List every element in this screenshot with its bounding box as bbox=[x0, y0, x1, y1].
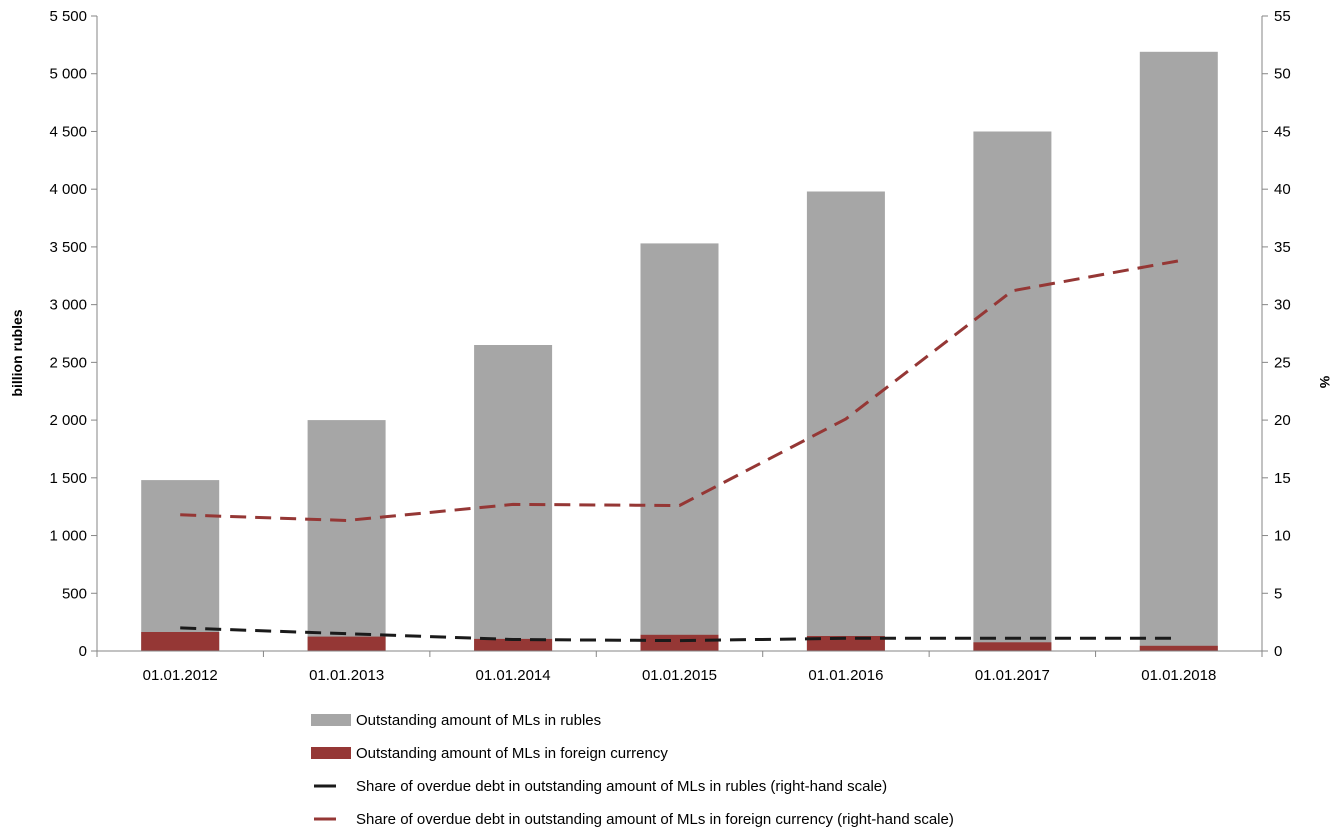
right-tick-label-5: 25 bbox=[1274, 354, 1291, 371]
left-axis-label: billion rubles bbox=[9, 309, 25, 396]
legend-label-1: Outstanding amount of MLs in foreign cur… bbox=[356, 745, 668, 762]
left-tick-label-0: 0 bbox=[79, 643, 87, 660]
left-tick-label-8: 4 000 bbox=[49, 181, 87, 198]
bar-s1-0 bbox=[141, 632, 220, 651]
legend-swatch-1 bbox=[311, 747, 351, 759]
bar-s0-3 bbox=[640, 243, 719, 651]
left-tick-label-11: 5 500 bbox=[49, 8, 87, 25]
bar-s1-3 bbox=[640, 634, 719, 651]
left-tick-label-10: 5 000 bbox=[49, 66, 87, 83]
bar-s1-1 bbox=[307, 636, 386, 651]
legend-swatch-0 bbox=[311, 714, 351, 726]
bar-s1-2 bbox=[474, 638, 553, 651]
right-tick-label-11: 55 bbox=[1274, 8, 1291, 25]
right-tick-label-0: 0 bbox=[1274, 643, 1282, 660]
left-tick-label-1: 500 bbox=[62, 585, 87, 602]
x-tick-label-4: 01.01.2016 bbox=[808, 667, 883, 684]
bar-s0-4 bbox=[806, 191, 885, 651]
right-tick-label-6: 30 bbox=[1274, 297, 1291, 314]
x-tick-label-2: 01.01.2014 bbox=[476, 667, 551, 684]
legend-label-2: Share of overdue debt in outstanding amo… bbox=[356, 778, 887, 795]
right-tick-label-8: 40 bbox=[1274, 181, 1291, 198]
bar-s1-5 bbox=[973, 642, 1052, 651]
x-tick-label-6: 01.01.2018 bbox=[1141, 667, 1216, 684]
left-tick-label-5: 2 500 bbox=[49, 354, 87, 371]
right-tick-label-9: 45 bbox=[1274, 123, 1291, 140]
x-tick-label-3: 01.01.2015 bbox=[642, 667, 717, 684]
bar-s0-5 bbox=[973, 131, 1052, 651]
right-tick-label-4: 20 bbox=[1274, 412, 1291, 429]
left-tick-label-2: 1 000 bbox=[49, 528, 87, 545]
right-tick-label-10: 50 bbox=[1274, 66, 1291, 83]
bar-s0-1 bbox=[307, 420, 386, 651]
left-tick-label-7: 3 500 bbox=[49, 239, 87, 256]
right-tick-label-2: 10 bbox=[1274, 528, 1291, 545]
line-s2 bbox=[180, 626, 1179, 643]
right-axis-label: % bbox=[1317, 376, 1333, 389]
line-s3 bbox=[180, 259, 1180, 522]
x-tick-label-5: 01.01.2017 bbox=[975, 667, 1050, 684]
bar-s0-6 bbox=[1139, 51, 1218, 652]
x-tick-label-0: 01.01.2012 bbox=[143, 667, 218, 684]
bar-s1-6 bbox=[1139, 645, 1218, 651]
right-tick-label-1: 5 bbox=[1274, 585, 1282, 602]
right-tick-label-7: 35 bbox=[1274, 239, 1291, 256]
left-tick-label-3: 1 500 bbox=[49, 470, 87, 487]
left-tick-label-4: 2 000 bbox=[49, 412, 87, 429]
legend-label-3: Share of overdue debt in outstanding amo… bbox=[356, 811, 954, 828]
left-tick-label-6: 3 000 bbox=[49, 297, 87, 314]
bar-s0-0 bbox=[141, 480, 220, 651]
left-tick-label-9: 4 500 bbox=[49, 123, 87, 140]
bar-s0-2 bbox=[474, 345, 553, 651]
legend-label-0: Outstanding amount of MLs in rubles bbox=[356, 712, 601, 729]
right-tick-label-3: 15 bbox=[1274, 470, 1291, 487]
x-tick-label-1: 01.01.2013 bbox=[309, 667, 384, 684]
